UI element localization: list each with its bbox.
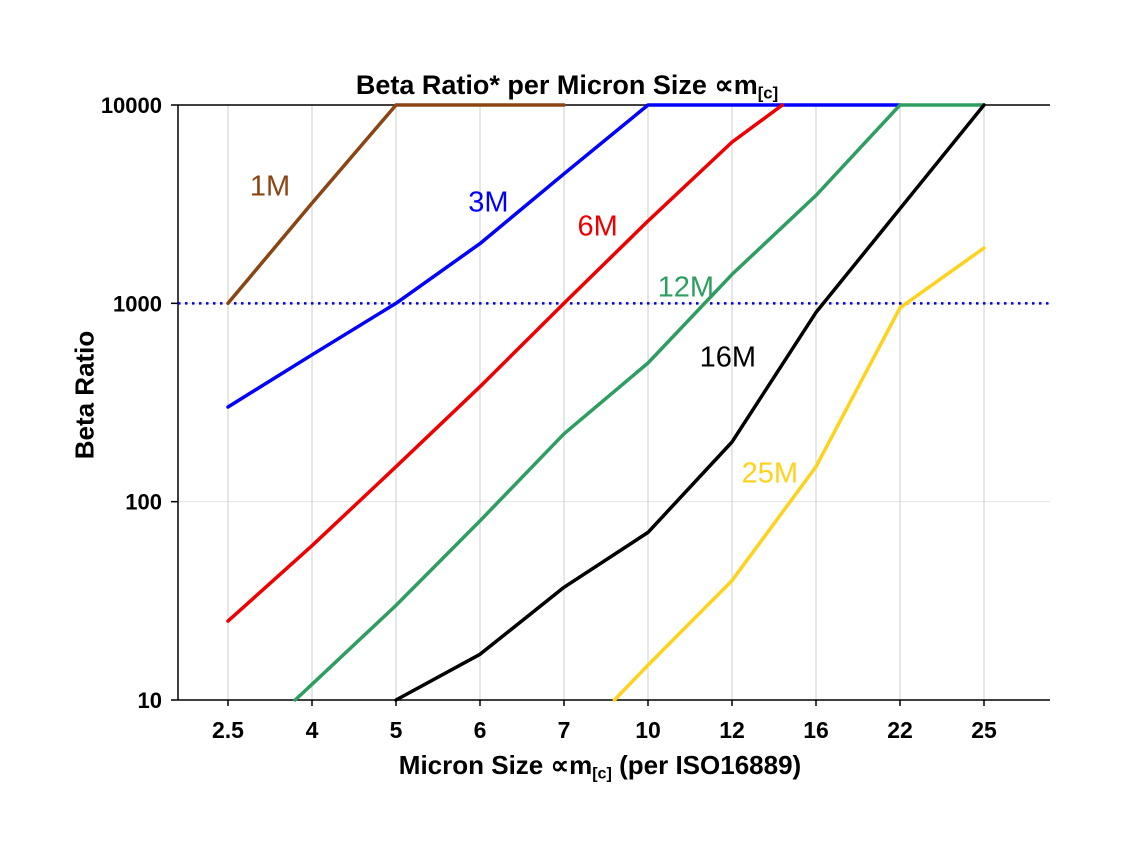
- x-axis-title-suffix: (per ISO16889): [611, 750, 802, 780]
- x-tick-label: 5: [390, 717, 403, 743]
- series-label-12M: 12M: [658, 272, 714, 304]
- x-axis-title: Micron Size ∝m[c] (per ISO16889): [33, 750, 1134, 784]
- x-tick-label: 6: [474, 717, 487, 743]
- series-label-1M: 1M: [250, 170, 290, 202]
- x-axis-title-text: Micron Size ∝m: [398, 750, 593, 780]
- x-tick-label: 10: [635, 717, 661, 743]
- y-tick-label: 1000: [113, 291, 162, 316]
- series-line-12M: [293, 103, 986, 702]
- series-label-25M: 25M: [742, 457, 798, 489]
- series-line-16M: [394, 103, 986, 702]
- y-tick-label: 10000: [101, 93, 162, 118]
- y-tick-label: 100: [125, 490, 162, 515]
- y-tick-label: 10: [138, 688, 162, 713]
- series-label-3M: 3M: [468, 187, 508, 219]
- x-axis-title-subscript: [c]: [592, 764, 612, 783]
- chart-title: Beta Ratio* per Micron Size ∝m[c]: [0, 70, 1134, 104]
- chart-title-subscript: [c]: [757, 83, 779, 103]
- x-tick-label: 22: [887, 717, 913, 743]
- series-line-3M: [226, 103, 902, 409]
- x-tick-label: 2.5: [212, 717, 244, 743]
- series-line-6M: [226, 103, 785, 623]
- x-tick-label: 7: [558, 717, 571, 743]
- series-label-16M: 16M: [700, 342, 756, 374]
- chart-title-text: Beta Ratio* per Micron Size ∝m: [355, 70, 758, 100]
- x-tick-label: 16: [803, 717, 829, 743]
- x-tick-label: 12: [719, 717, 745, 743]
- x-tick-label: 25: [971, 717, 997, 743]
- series-label-6M: 6M: [577, 210, 617, 242]
- series-line-25M: [612, 246, 986, 702]
- series-line-1M: [226, 103, 566, 306]
- x-tick-label: 4: [306, 717, 319, 743]
